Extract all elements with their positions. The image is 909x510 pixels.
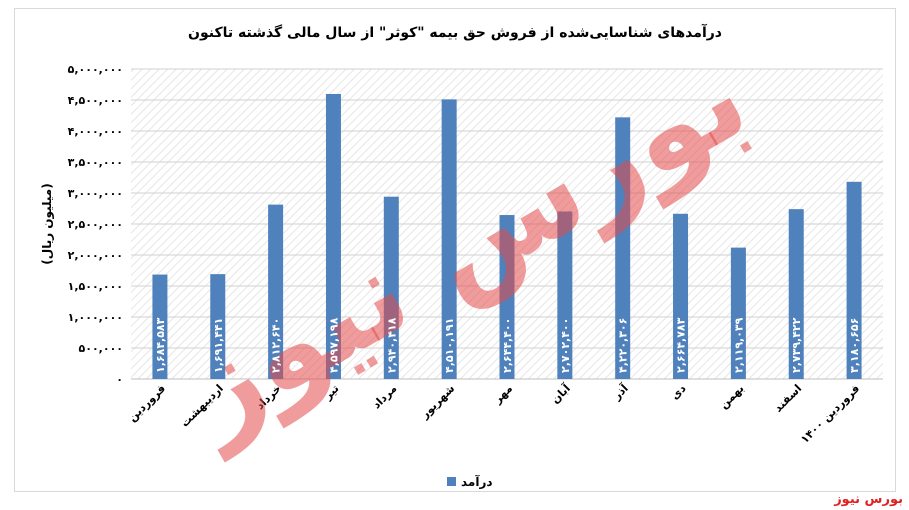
- bar: [788, 209, 804, 379]
- y-tick-label: ۲,۰۰۰,۰۰۰: [68, 249, 123, 262]
- x-tick-label: آذر: [609, 381, 631, 403]
- y-tick-label: ۳,۰۰۰,۰۰۰: [68, 187, 123, 200]
- bar-value-label: ۱,۶۹۱,۴۴۱: [212, 318, 225, 373]
- revenue-bar-chart: ۰ ۵۰۰,۰۰۰ ۱,۰۰۰,۰۰۰ ۱,۵۰۰,۰۰۰ ۲,۰۰۰,۰۰۰ ۲,۵۰۰…: [40, 23, 883, 489]
- bar-value-label: ۱,۶۸۴,۵۸۳: [154, 317, 167, 373]
- x-tick-label: اسفند: [772, 382, 805, 415]
- bar: [615, 117, 631, 379]
- bar-value-label: ۲,۹۴۰,۴۱۸: [385, 317, 398, 373]
- bar: [210, 274, 226, 379]
- bar: [325, 93, 341, 379]
- y-tick-label: ۴,۰۰۰,۰۰۰: [68, 125, 123, 138]
- bar-value-label: ۴,۵۱۰,۱۹۱: [443, 318, 456, 373]
- bar: [383, 196, 399, 379]
- chart-legend: درآمد: [447, 474, 493, 489]
- bar-value-label: ۴,۲۲۰,۳۰۶: [617, 318, 630, 373]
- bar-value-label: ۲,۷۰۲,۴۰۰: [559, 318, 572, 373]
- x-tick-label: بهمن: [717, 382, 746, 411]
- bar: [441, 99, 457, 379]
- bar: [846, 181, 862, 379]
- y-tick-label: ۴,۵۰۰,۰۰۰: [68, 94, 123, 107]
- x-tick-label: آبان: [548, 381, 573, 406]
- x-tick-label: فروردین: [126, 382, 168, 424]
- bar: [557, 211, 573, 379]
- x-tick-label: فروردین ۱۴۰۰: [798, 382, 862, 446]
- y-tick-label: ۲,۵۰۰,۰۰۰: [68, 218, 123, 231]
- y-tick-label: ۳,۵۰۰,۰۰۰: [68, 156, 123, 169]
- bar: [268, 204, 284, 379]
- y-tick-label: ۱,۵۰۰,۰۰۰: [68, 280, 123, 293]
- bar-value-label: ۲,۶۴۴,۴۰۰: [501, 318, 514, 373]
- bar: [730, 247, 746, 379]
- legend-swatch: [447, 477, 456, 486]
- bar-value-label: ۲,۶۶۴,۷۸۳: [675, 317, 688, 373]
- y-axis-title: (میلیون ریال): [40, 183, 55, 264]
- x-tick-label: دی: [668, 382, 689, 403]
- bar: [152, 274, 168, 379]
- y-tick-label: ۱,۰۰۰,۰۰۰: [68, 311, 123, 324]
- bar-value-label: ۲,۱۱۹,۰۳۹: [732, 317, 745, 373]
- bar: [499, 215, 515, 379]
- bar-value-label: ۴,۵۹۷,۱۹۸: [327, 317, 340, 373]
- x-tick-label: مهر: [490, 382, 515, 407]
- bar: [673, 213, 689, 379]
- bar-value-label: ۲,۷۳۹,۴۲۲: [790, 317, 803, 373]
- y-tick-label: ۰: [116, 373, 123, 386]
- chart-title: درآمدهای شناسایی‌شده از فروش حق بیمه "کو…: [188, 23, 722, 41]
- bar-value-label: ۳,۱۸۰,۶۵۶: [848, 318, 861, 373]
- legend-label: درآمد: [461, 474, 493, 489]
- x-tick-label: مرداد: [370, 382, 399, 411]
- y-tick-label: ۵۰۰,۰۰۰: [79, 342, 123, 355]
- brand-label: بورس نیوز: [834, 492, 903, 507]
- chart-frame: ۰ ۵۰۰,۰۰۰ ۱,۰۰۰,۰۰۰ ۱,۵۰۰,۰۰۰ ۲,۰۰۰,۰۰۰ ۲,۵۰۰…: [14, 8, 896, 492]
- x-tick-label: شهریور: [417, 382, 457, 422]
- bar-value-label: ۲,۸۱۲,۶۴۰: [270, 318, 283, 373]
- y-tick-label: ۵,۰۰۰,۰۰۰: [68, 63, 123, 76]
